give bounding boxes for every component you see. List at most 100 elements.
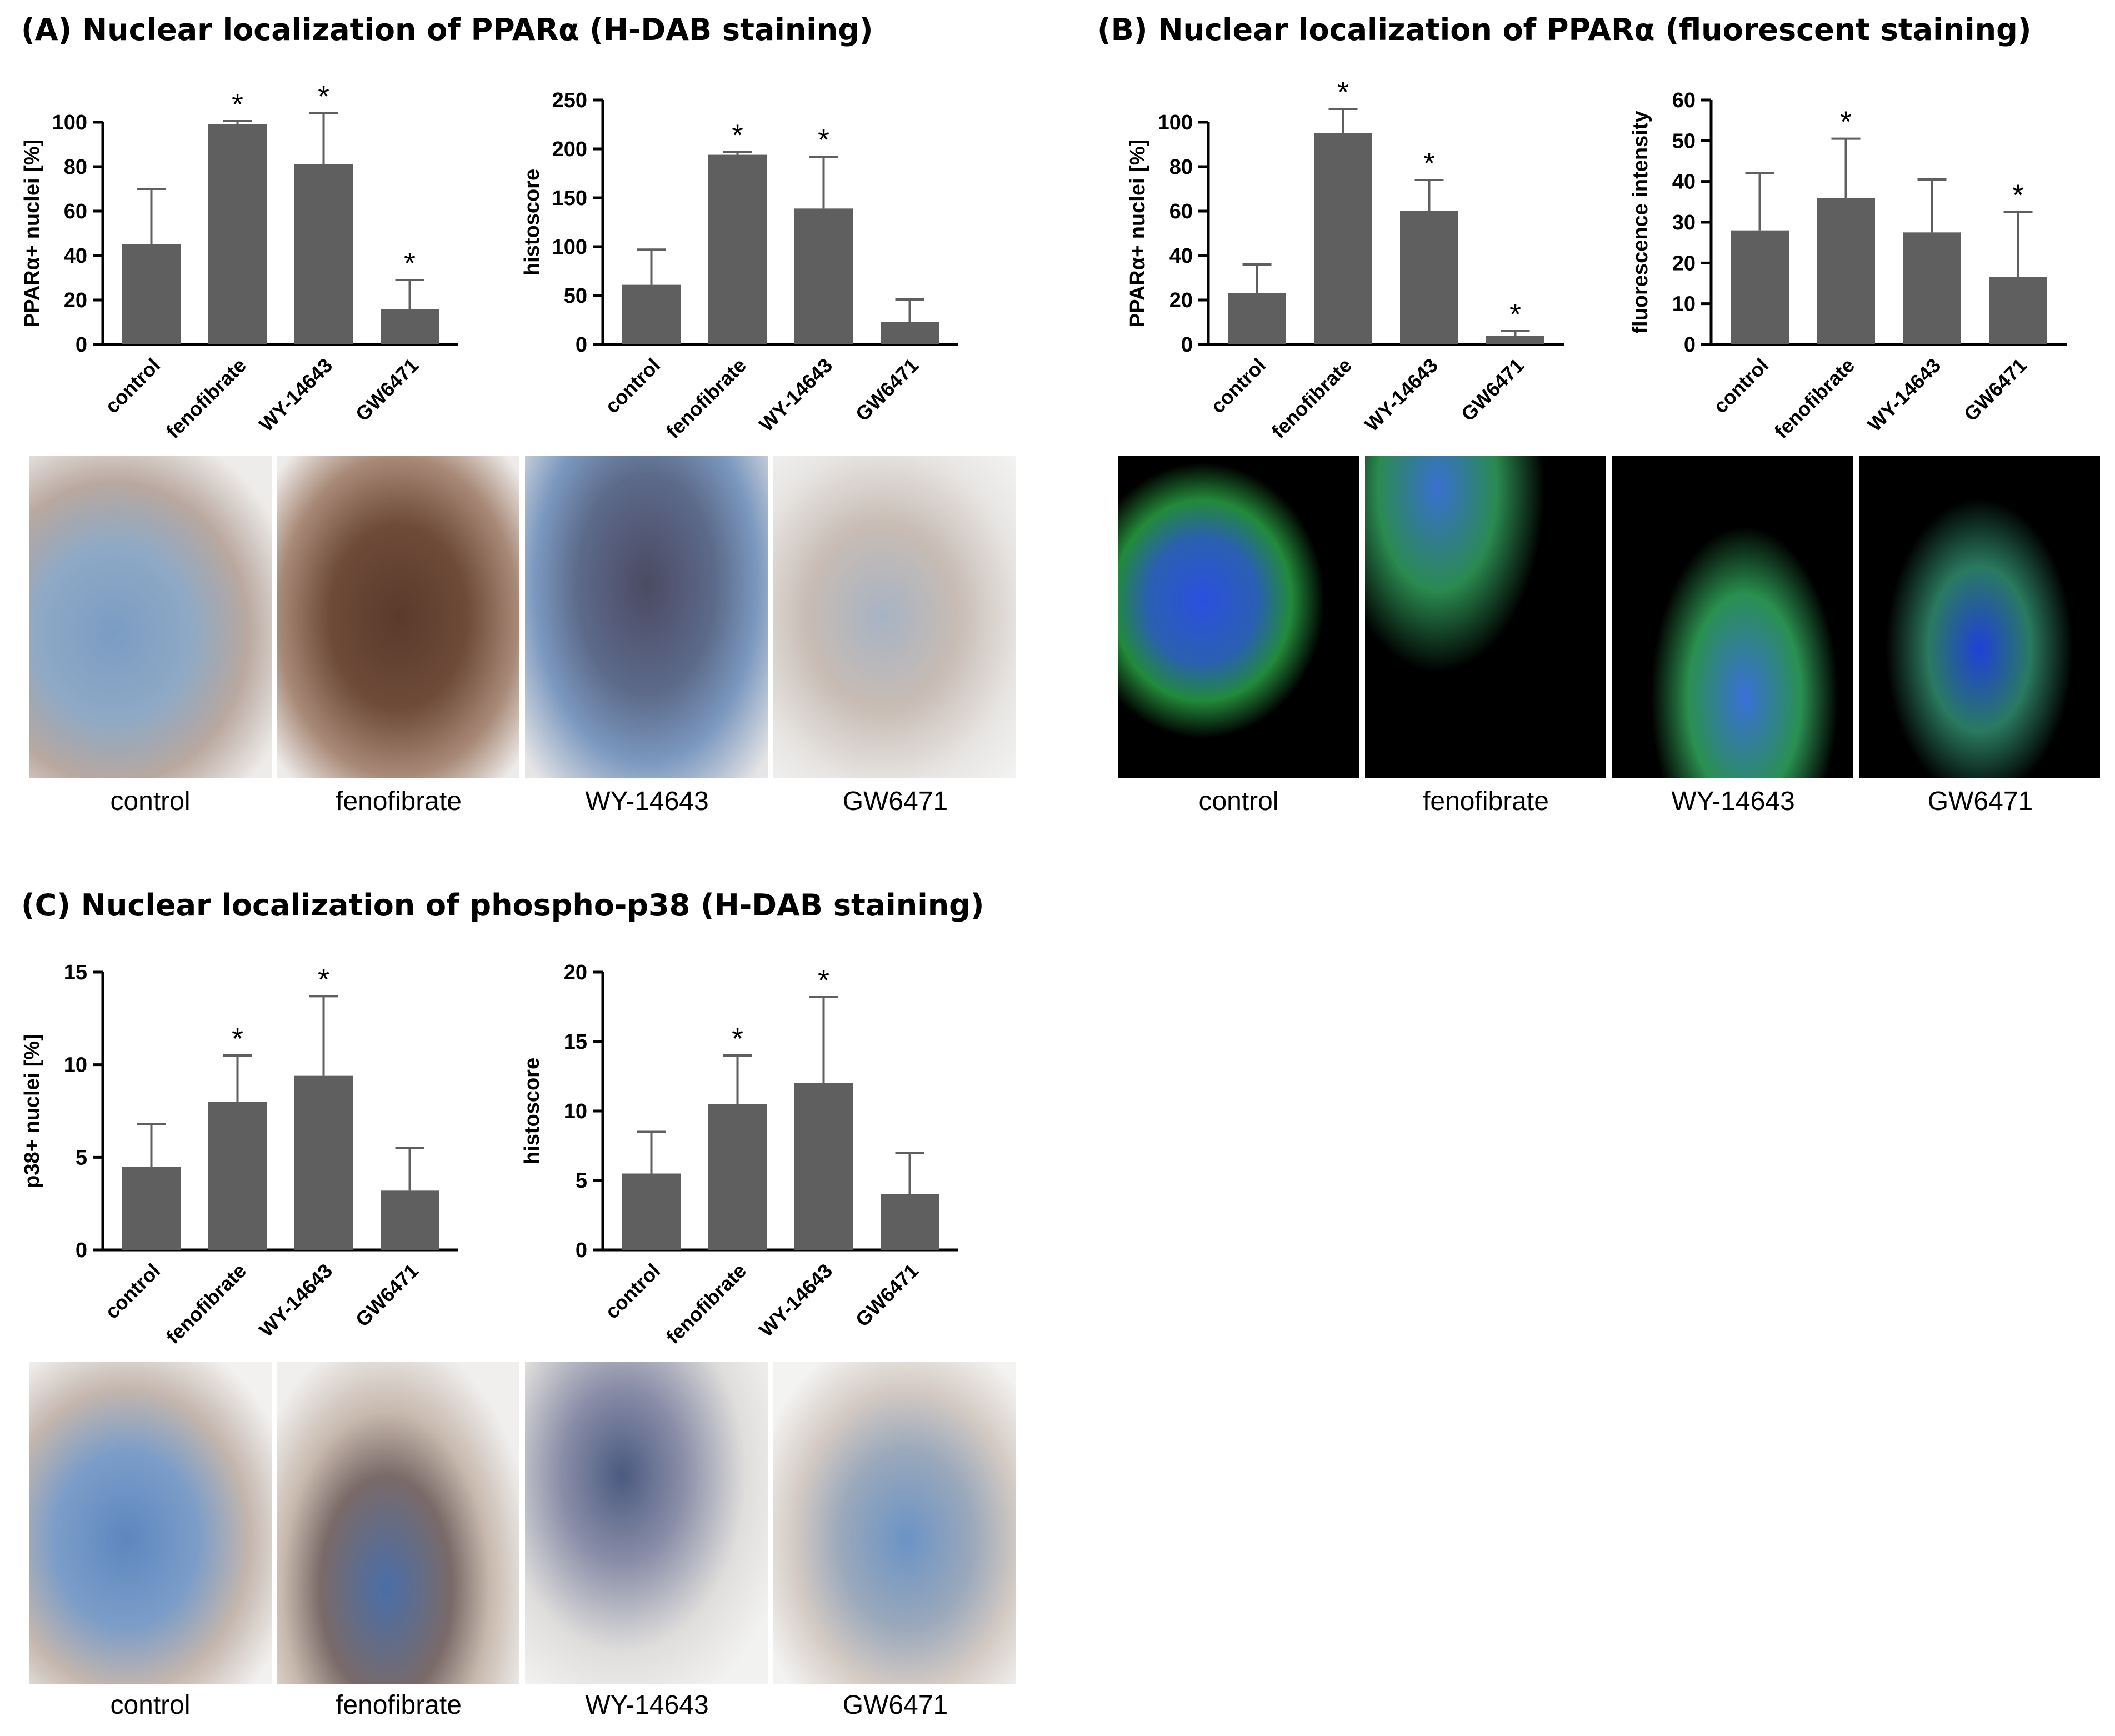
y-tick-label: 0 bbox=[1181, 333, 1193, 357]
label-b-control: control bbox=[1198, 787, 1279, 816]
chart-c-histoscore: 0 5 10 15 20 histoscore control * fenofibrate * WY… bbox=[521, 961, 958, 1348]
y-tick-label: 20 bbox=[64, 289, 87, 312]
bar-wy14643 bbox=[294, 164, 353, 344]
label-b-gw6471: GW6471 bbox=[1927, 787, 2033, 816]
x-tick-label: control bbox=[1206, 354, 1270, 418]
significance-marker: * bbox=[1509, 298, 1521, 331]
label-b-wy14643: WY-14643 bbox=[1671, 787, 1795, 816]
bar-wy14643 bbox=[1400, 211, 1458, 344]
bar-gw6471 bbox=[381, 309, 439, 344]
y-axis-label: PPARα+ nuclei [%] bbox=[1126, 139, 1149, 327]
x-tick-label: WY-14643 bbox=[254, 1259, 337, 1342]
x-tick-label: control bbox=[1709, 354, 1773, 418]
x-tick-label: control bbox=[601, 1259, 664, 1323]
x-tick-label: GW6471 bbox=[1959, 354, 2031, 426]
bar-wy14643 bbox=[1903, 232, 1961, 344]
x-tick-label: control bbox=[601, 354, 664, 418]
label-b-fenofibrate: fenofibrate bbox=[1423, 787, 1549, 816]
y-tick-label: 10 bbox=[564, 1100, 587, 1123]
chart-b-ppara-nuclei: 0 20 40 60 80 100 PPARα+ nuclei [%] control * fen… bbox=[1126, 76, 1564, 443]
y-tick-label: 20 bbox=[1672, 252, 1696, 275]
micrograph-c-gw6471 bbox=[773, 1362, 1016, 1684]
bar-control bbox=[622, 1173, 681, 1250]
x-tick-label: fenofibrate bbox=[1267, 354, 1357, 443]
panel-a-micrographs bbox=[29, 456, 1016, 778]
micrograph-a-control bbox=[29, 456, 272, 778]
label-c-fenofibrate: fenofibrate bbox=[336, 1690, 462, 1720]
y-tick-label: 0 bbox=[76, 1239, 87, 1262]
chart-b-fluorescence-intensity: 0 10 20 30 40 50 60 fluorescence intensity contr… bbox=[1629, 89, 2067, 443]
y-tick-label: 40 bbox=[64, 244, 87, 268]
micrograph-b-gw6471 bbox=[1858, 456, 2100, 778]
x-tick-label: WY-14643 bbox=[754, 1259, 837, 1342]
micrograph-a-wy14643 bbox=[525, 456, 768, 778]
x-tick-label: fenofibrate bbox=[662, 354, 751, 443]
y-axis-label: histoscore bbox=[521, 169, 544, 276]
x-tick-label: fenofibrate bbox=[162, 354, 251, 443]
significance-marker: * bbox=[232, 1022, 243, 1055]
y-axis-label: PPARα+ nuclei [%] bbox=[21, 139, 44, 327]
x-tick-label: WY-14643 bbox=[1863, 354, 1945, 436]
label-a-wy14643: WY-14643 bbox=[585, 787, 709, 816]
y-tick-label: 60 bbox=[1169, 200, 1193, 223]
micrograph-b-fenofibrate bbox=[1364, 456, 1606, 778]
chart-a-ppara-nuclei: 0 20 40 60 80 100 PPARα+ nuclei [%] control * fen… bbox=[21, 80, 458, 443]
x-tick-label: fenofibrate bbox=[1770, 354, 1859, 443]
panel-c-micrographs bbox=[29, 1362, 1016, 1684]
x-tick-label: fenofibrate bbox=[162, 1259, 251, 1349]
label-c-wy14643: WY-14643 bbox=[585, 1690, 709, 1720]
y-tick-label: 30 bbox=[1672, 211, 1696, 234]
y-tick-label: 60 bbox=[64, 200, 87, 223]
x-tick-label: GW6471 bbox=[851, 354, 923, 426]
y-tick-label: 0 bbox=[576, 1239, 587, 1262]
y-tick-label: 200 bbox=[552, 138, 587, 161]
bar-control bbox=[122, 1167, 181, 1250]
bar-gw6471 bbox=[881, 322, 939, 344]
label-a-control: control bbox=[110, 787, 191, 816]
bar-wy14643 bbox=[294, 1075, 353, 1250]
panel-c-title: (C) Nuclear localization of phospho-p38 … bbox=[21, 888, 984, 923]
micrograph-b-wy14643 bbox=[1612, 456, 1853, 778]
significance-marker: * bbox=[1423, 147, 1435, 180]
y-tick-label: 50 bbox=[1672, 129, 1696, 153]
y-tick-label: 250 bbox=[552, 89, 587, 112]
bar-gw6471 bbox=[381, 1190, 439, 1250]
significance-marker: * bbox=[818, 964, 829, 997]
bar-wy14643 bbox=[794, 208, 853, 344]
y-tick-label: 80 bbox=[64, 156, 87, 179]
panel-b-title: (B) Nuclear localization of PPARα (fluor… bbox=[1097, 12, 2032, 47]
y-tick-label: 10 bbox=[64, 1054, 87, 1077]
y-tick-label: 100 bbox=[52, 111, 87, 134]
x-tick-label: GW6471 bbox=[351, 1259, 423, 1331]
micrograph-c-fenofibrate bbox=[277, 1362, 519, 1684]
x-tick-label: WY-14643 bbox=[1360, 354, 1442, 436]
y-tick-label: 0 bbox=[1684, 333, 1696, 357]
bar-fenofibrate bbox=[1817, 198, 1875, 344]
significance-marker: * bbox=[404, 247, 416, 280]
bar-control bbox=[1228, 293, 1286, 344]
significance-marker: * bbox=[232, 88, 243, 121]
bar-gw6471 bbox=[1989, 277, 2047, 344]
y-tick-label: 150 bbox=[552, 187, 587, 210]
panel-b-micrographs bbox=[1118, 456, 2100, 778]
bar-gw6471 bbox=[1486, 336, 1544, 344]
bar-fenofibrate bbox=[708, 1104, 767, 1250]
y-tick-label: 10 bbox=[1672, 293, 1696, 316]
bar-fenofibrate bbox=[208, 1102, 267, 1250]
y-tick-label: 15 bbox=[564, 1030, 587, 1054]
label-c-gw6471: GW6471 bbox=[842, 1690, 948, 1720]
y-axis-label: fluorescence intensity bbox=[1629, 111, 1652, 333]
label-a-fenofibrate: fenofibrate bbox=[336, 787, 462, 816]
chart-a-histoscore: 0 50 100 150 200 250 histoscore control * fenofib… bbox=[521, 89, 958, 443]
chart-c-p38-nuclei: 0 5 10 15 p38+ nuclei [%] control * fenofibrate… bbox=[21, 961, 458, 1349]
x-tick-label: control bbox=[101, 354, 164, 418]
significance-marker: * bbox=[818, 123, 829, 157]
y-tick-label: 20 bbox=[564, 961, 587, 984]
y-tick-label: 100 bbox=[1158, 111, 1193, 134]
x-tick-label: GW6471 bbox=[851, 1259, 923, 1331]
y-tick-label: 5 bbox=[76, 1146, 87, 1169]
x-tick-label: WY-14643 bbox=[754, 354, 837, 436]
x-tick-label: control bbox=[101, 1259, 164, 1323]
micrograph-c-control bbox=[29, 1362, 272, 1684]
micrograph-a-fenofibrate bbox=[277, 456, 519, 778]
